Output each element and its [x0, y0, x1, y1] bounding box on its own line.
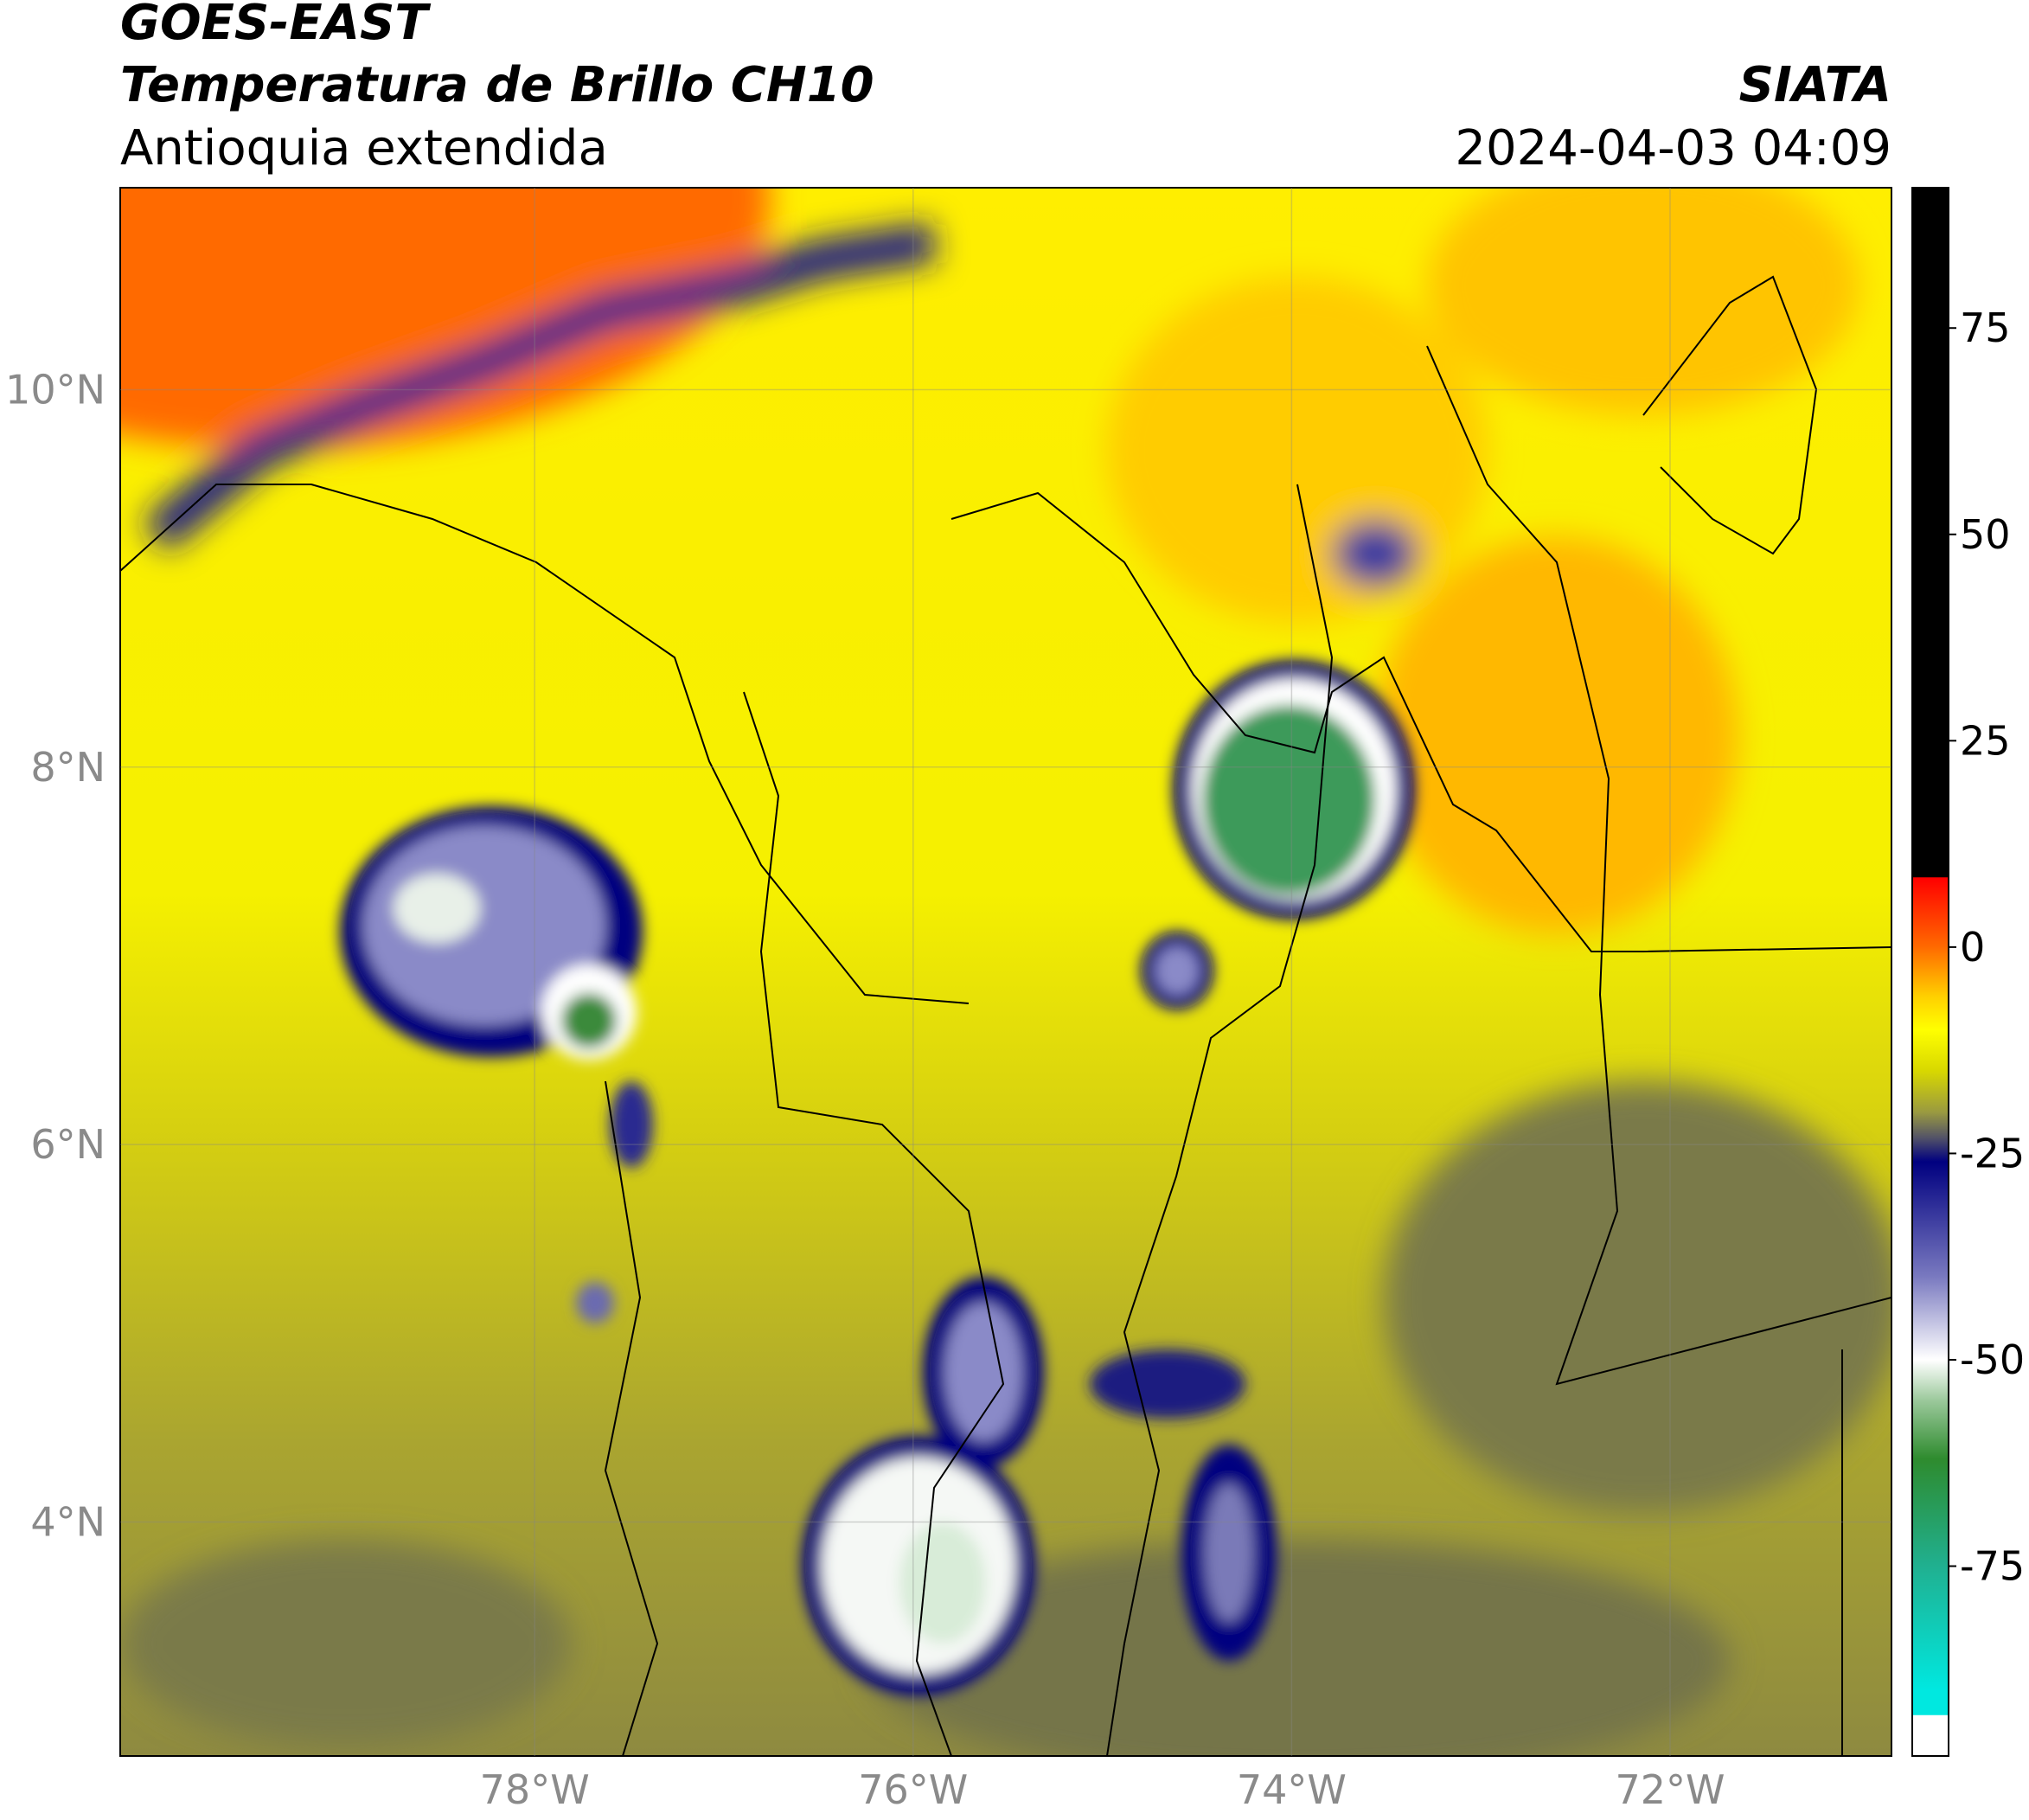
- cloud-field: [120, 188, 1891, 1756]
- colorbar-tick-label: -25: [1960, 1130, 2025, 1176]
- y-tick-label: 8°N: [30, 744, 106, 791]
- map-frame: [119, 187, 1892, 1757]
- y-tick-label: 6°N: [30, 1121, 106, 1168]
- x-tick-label: 76°W: [858, 1766, 968, 1813]
- x-tick-label: 72°W: [1615, 1766, 1725, 1813]
- storm-cells: [340, 660, 1415, 1695]
- colorbar-tick-label: 25: [1960, 717, 2011, 764]
- colorbar: [1911, 187, 1949, 1757]
- colorbar-tick-label: 75: [1960, 304, 2011, 351]
- datetime: 2024-04-03 04:09: [1455, 120, 1891, 176]
- satellite-name: GOES-EAST: [120, 0, 431, 51]
- colorbar-tick-label: 50: [1960, 511, 2011, 558]
- x-tick-label: 74°W: [1237, 1766, 1347, 1813]
- region: Antioquia extendida: [120, 120, 608, 176]
- y-tick-label: 4°N: [30, 1498, 106, 1545]
- colorbar-tick-label: -50: [1960, 1336, 2025, 1383]
- graticule: [120, 188, 1891, 1756]
- colorbar-tick-label: -75: [1960, 1543, 2025, 1590]
- x-tick-label: 78°W: [480, 1766, 590, 1813]
- colorbar-tick-label: 0: [1960, 924, 1985, 971]
- title: Temperatura de Brillo CH10: [120, 57, 874, 113]
- y-tick-label: 10°N: [5, 366, 106, 413]
- borders: [120, 275, 1891, 1756]
- source: SIATA: [1739, 57, 1891, 113]
- map-image: [120, 188, 1891, 1756]
